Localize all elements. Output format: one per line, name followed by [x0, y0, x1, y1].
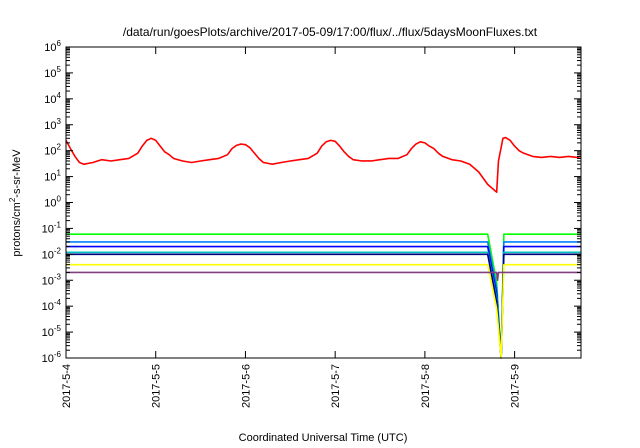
y-tick-label: 106 [44, 39, 61, 54]
y-axis-label-part1: protons/cm [11, 202, 23, 256]
series-line-7 [66, 263, 581, 359]
series-line-8 [66, 271, 581, 282]
series-layer [65, 136, 582, 359]
x-tick-label: 2017-5-7 [330, 364, 342, 408]
series-line-5 [66, 251, 581, 359]
series-line-3 [66, 241, 581, 359]
x-axis-label: Coordinated Universal Time (UTC) [239, 432, 408, 444]
x-tick-label: 2017-5-5 [151, 364, 163, 408]
y-tick-label: 10-3 [42, 272, 62, 287]
y-axis-label: protons/cm2-s-sr-MeV [8, 149, 23, 257]
x-tick-label: 2017-5-4 [61, 364, 73, 408]
y-tick-label: 101 [44, 169, 61, 184]
y-axis: 10-6 10-5 10-4 10-3 10-2 10-1 100 101 102 103 104 1… [42, 39, 581, 365]
plot-frame [65, 46, 582, 359]
x-tick-label: 2017-5-6 [240, 364, 252, 408]
chart-title: /data/run/goesPlots/archive/2017-05-09/1… [123, 25, 538, 39]
x-axis: 2017-5-4 2017-5-5 2017-5-6 2017-5-7 2017-5-8… [61, 47, 522, 408]
series-line-2 [66, 233, 581, 359]
y-tick-label: 103 [44, 117, 61, 132]
y-tick-label: 105 [44, 65, 61, 80]
y-tick-label: 104 [44, 91, 61, 106]
y-tick-label: 10-5 [42, 324, 62, 339]
y-tick-label: 10-4 [42, 298, 62, 313]
y-tick-label: 10-6 [42, 350, 62, 365]
y-tick-label: 10-2 [42, 246, 62, 261]
series-line-4 [66, 245, 581, 359]
series-line-1 [65, 136, 582, 193]
x-tick-label: 2017-5-8 [420, 364, 432, 408]
y-axis-label-part2: -s-sr-MeV [11, 149, 23, 198]
y-axis-label-superscript: 2 [8, 197, 17, 202]
y-tick-label: 102 [44, 143, 61, 158]
y-tick-label: 10-1 [42, 220, 62, 235]
series-line-6 [66, 253, 581, 359]
y-tick-label: 100 [44, 195, 61, 210]
x-tick-label: 2017-5-9 [510, 364, 522, 408]
